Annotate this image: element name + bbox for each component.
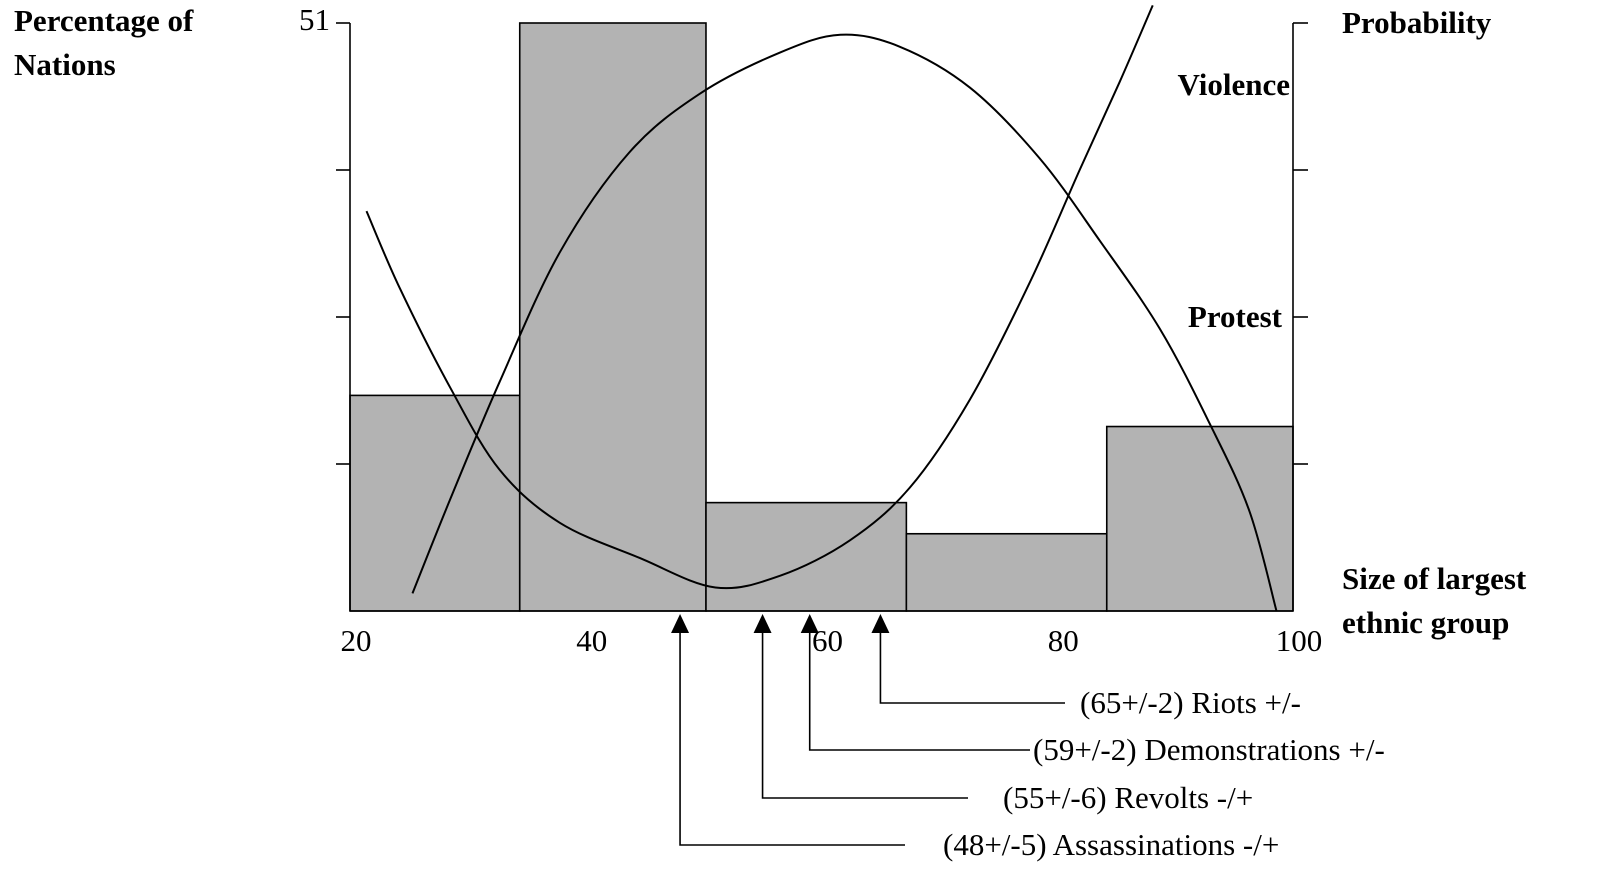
curve-label: Protest <box>1188 299 1283 334</box>
arrow-head <box>871 614 890 633</box>
arrow-line <box>761 630 968 799</box>
x-tick-label: 100 <box>1276 623 1323 658</box>
curve <box>365 4 1154 590</box>
x-tick-label: 40 <box>576 623 607 658</box>
x-tick-label: 20 <box>341 623 372 658</box>
x-axis-label: ethnic group <box>1342 605 1509 640</box>
bar <box>905 532 1108 612</box>
bar <box>705 501 908 612</box>
x-axis-label: Size of largest <box>1342 561 1527 596</box>
annotation: (48+/-5) Assassinations -/+ <box>943 827 1279 862</box>
arrow-line <box>879 630 1065 704</box>
annotation: (65+/-2) Riots +/- <box>1080 685 1301 720</box>
annotation: (59+/-2) Demonstrations +/- <box>1033 732 1385 767</box>
y-axis-label: Nations <box>14 47 116 82</box>
bar <box>518 22 707 612</box>
arrow-line <box>808 630 1030 751</box>
curve <box>411 33 1278 612</box>
annotation: (55+/-6) Revolts -/+ <box>1003 780 1253 815</box>
x-tick-label: 80 <box>1048 623 1079 658</box>
arrow-head <box>800 614 819 633</box>
bar <box>1105 425 1294 612</box>
bar <box>349 394 521 612</box>
y2-axis-label: Probability <box>1342 5 1492 40</box>
x-tick-label: 60 <box>812 623 843 658</box>
arrow-head <box>753 614 772 633</box>
arrow-head <box>671 614 690 633</box>
curve-label: Violence <box>1178 67 1290 102</box>
arrow-line <box>679 630 905 846</box>
y-tick-label: 51 <box>299 2 330 37</box>
y-axis-label: Percentage of <box>14 3 194 38</box>
